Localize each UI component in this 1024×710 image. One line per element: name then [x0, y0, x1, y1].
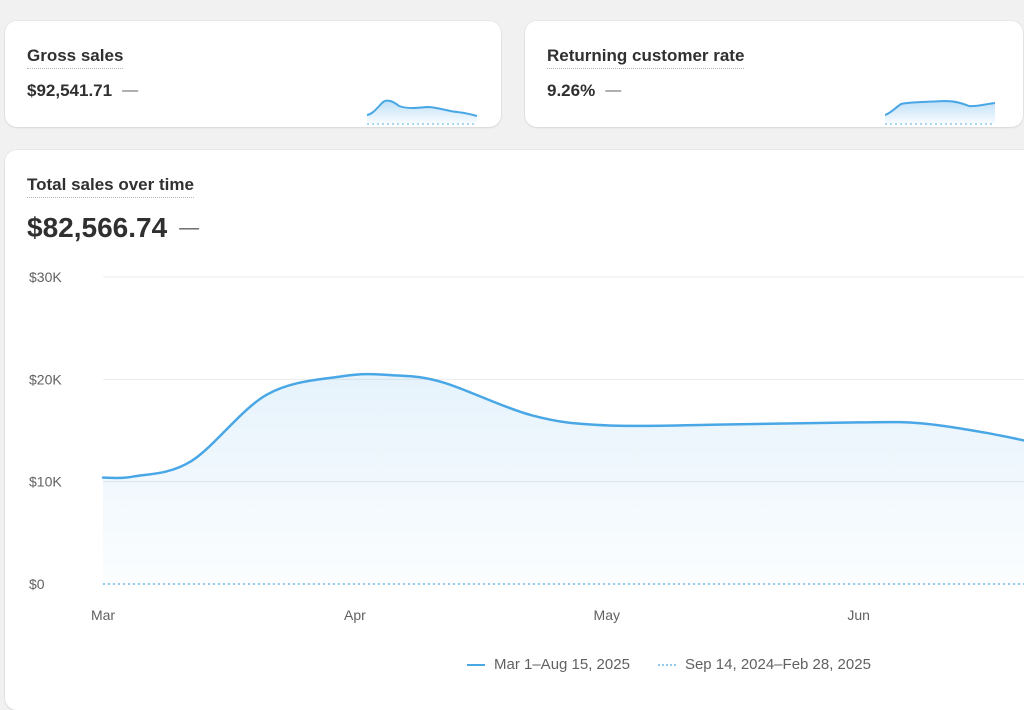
legend-label-current: Mar 1–Aug 15, 2025 — [494, 656, 630, 673]
returning-customer-card[interactable]: Returning customer rate 9.26% — — [525, 21, 1023, 127]
gross-sales-sparkline — [367, 93, 483, 129]
gross-sales-value: $92,541.71 — [27, 81, 112, 101]
returning-customer-value-row: 9.26% — — [547, 81, 621, 101]
total-sales-chart[interactable]: $0 $10K $20K $30K Mar Apr May Jun — [5, 150, 1024, 640]
series-area-current — [103, 374, 1024, 584]
gross-sales-title[interactable]: Gross sales — [27, 46, 123, 69]
gross-sales-value-row: $92,541.71 — — [27, 81, 138, 101]
legend-item-previous[interactable]: Sep 14, 2024–Feb 28, 2025 — [658, 656, 871, 673]
returning-customer-change: — — [605, 82, 621, 100]
legend-item-current[interactable]: Mar 1–Aug 15, 2025 — [467, 656, 630, 673]
x-tick-label: Apr — [344, 607, 366, 623]
x-tick-label: Mar — [91, 607, 115, 623]
x-tick-label: Jun — [847, 607, 870, 623]
legend-swatch-previous — [658, 664, 676, 666]
chart-legend: Mar 1–Aug 15, 2025 Sep 14, 2024–Feb 28, … — [467, 656, 871, 673]
legend-swatch-current — [467, 664, 485, 666]
y-tick-label: $10K — [29, 474, 62, 490]
gross-sales-card[interactable]: Gross sales $92,541.71 — — [5, 21, 501, 127]
x-tick-label: May — [594, 607, 620, 623]
total-sales-card: Total sales over time $82,566.74 — $0$10… — [5, 150, 1024, 710]
y-tick-label: $30K — [29, 269, 62, 285]
gross-sales-change: — — [122, 82, 138, 100]
returning-customer-sparkline — [885, 93, 1001, 129]
returning-customer-value: 9.26% — [547, 81, 595, 101]
y-tick-label: $20K — [29, 371, 62, 387]
legend-label-previous: Sep 14, 2024–Feb 28, 2025 — [685, 656, 871, 673]
returning-customer-title[interactable]: Returning customer rate — [547, 46, 744, 69]
y-tick-label: $0 — [29, 576, 45, 592]
